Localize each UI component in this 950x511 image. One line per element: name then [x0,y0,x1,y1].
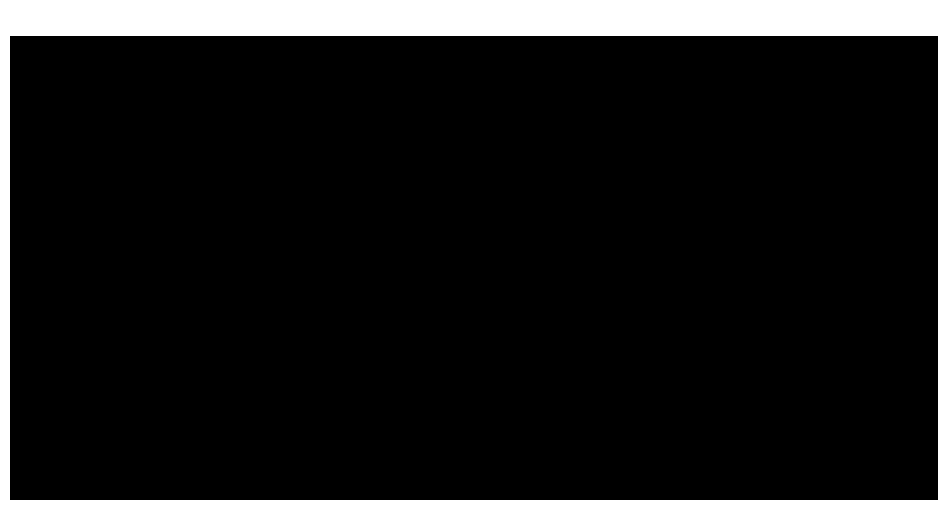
wordcloud-canvas [10,36,938,500]
wordcloud-svg [10,36,938,500]
